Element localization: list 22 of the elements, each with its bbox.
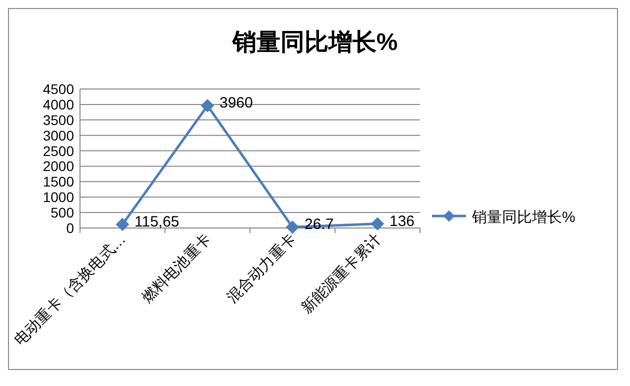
y-tick-label: 3000 — [42, 127, 74, 144]
data-label: 136 — [390, 212, 415, 230]
y-tick-label: 2500 — [42, 142, 74, 159]
data-label: 115,65 — [134, 213, 180, 230]
point — [116, 218, 129, 231]
y-tick-label: 4000 — [42, 96, 74, 112]
y-tick-label: 3500 — [42, 112, 74, 128]
point — [201, 99, 214, 112]
x-tick-label: 新能源重卡累计 — [298, 230, 384, 318]
y-tick-label: 2000 — [42, 158, 74, 174]
y-tick-label: 1500 — [42, 174, 74, 190]
y-tick-label: 1000 — [42, 189, 74, 206]
x-tick-label: 燃料电池重卡 — [138, 230, 214, 306]
y-tick-label: 500 — [50, 204, 74, 221]
chart-title: 销量同比增长% — [231, 29, 398, 56]
point — [371, 217, 384, 230]
data-label: 3960 — [220, 94, 253, 112]
y-tick-label: 0 — [66, 220, 74, 236]
point — [286, 220, 299, 234]
legend-label: 销量同比增长% — [471, 209, 576, 226]
x-tick-label: 混合动力重卡 — [224, 230, 300, 306]
y-tick-label: 4500 — [42, 81, 74, 97]
